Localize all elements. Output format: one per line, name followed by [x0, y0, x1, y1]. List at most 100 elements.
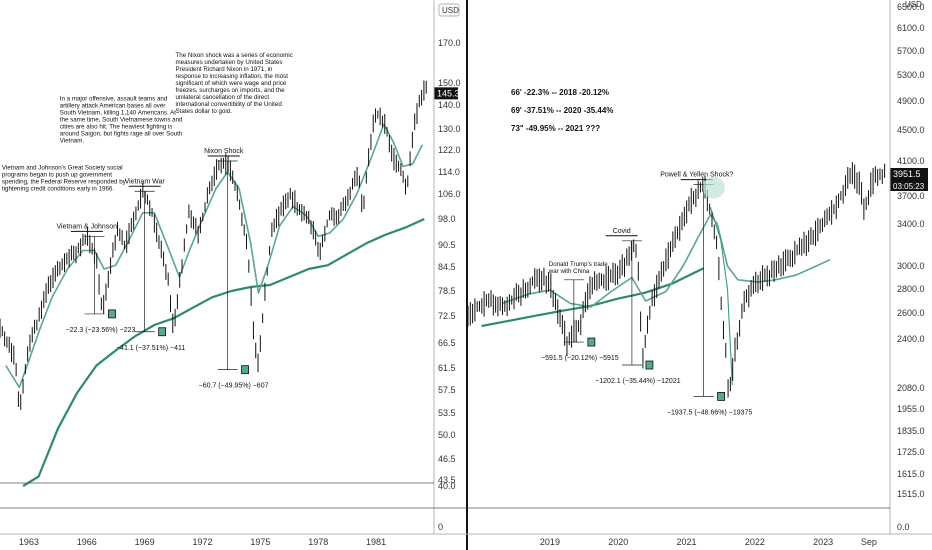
right-y-tick-label: 1615.0: [897, 469, 925, 479]
left-y-tick-label: 106.0: [438, 189, 461, 199]
right-countdown-tag: [890, 179, 928, 191]
right-drop-end-marker: [587, 337, 596, 347]
right-last-price-value: 3951.5: [893, 169, 921, 179]
right-y-tick-label: 1835.0: [897, 426, 925, 436]
right-y-tick-label: 2080.0: [897, 383, 925, 393]
right-y-tick-label: 4100.0: [897, 156, 925, 166]
left-annotation-text: measures undertaken by United States: [176, 59, 283, 66]
left-y-tick-label: 0: [438, 522, 443, 532]
left-annotation-text: The Nixon shock was a series of economic: [176, 52, 293, 59]
left-x-tick-label: 1969: [135, 537, 155, 547]
right-y-tick-label: 6100.0: [897, 23, 925, 33]
right-y-tick-label: 5300.0: [897, 70, 925, 80]
right-x-tick-label: 2021: [677, 537, 697, 547]
right-chart-panel[interactable]: 6500.0 6100.0 5700.0 5300.0 4900.0 4500.0 4100…: [468, 0, 928, 547]
left-event-label: Vietnam & Johnson: [56, 223, 117, 230]
left-y-tick-label: 84.5: [438, 262, 456, 272]
left-annotation-text: President Richard Nixon in 1971, in: [176, 66, 274, 73]
right-y-tick-label: 3000.0: [897, 261, 925, 271]
left-drop-label: −41.1 (−37.51%) −411: [116, 345, 185, 352]
left-y-tick-label: 140.0: [438, 100, 461, 110]
left-currency-badge: [438, 3, 460, 17]
left-annotation-text: cities are also hit. The heaviest fighti…: [60, 124, 173, 131]
right-y-tick-label: 4500.0: [897, 125, 925, 135]
left-annotation-text: programs began to push up government: [2, 171, 112, 178]
left-y-tick-label: 43.5: [438, 475, 456, 485]
right-drop-end-marker: [645, 360, 654, 370]
left-y-tick-label: 50.0: [438, 430, 456, 440]
left-y-tick-label: 66.5: [438, 338, 456, 348]
left-y-tick-label: 72.5: [438, 311, 456, 321]
left-y-tick-label: 61.5: [438, 363, 456, 373]
right-x-tick-label: 2020: [608, 537, 628, 547]
left-annotation-text: response to increasing inflation, the mo…: [176, 73, 289, 80]
left-drop-end-marker: [158, 327, 167, 337]
right-last-price-tag: [890, 167, 928, 180]
left-annotation-text: freezes, surcharges on imports, and the: [176, 87, 286, 94]
left-drop-end-marker: [108, 309, 116, 319]
left-annotation-text: significant of which were wage and price: [176, 80, 287, 87]
left-annotation-text: In a major offensive, assault teams and: [60, 96, 168, 103]
drawdown-stats-panel: 66' -22.3% -- 2018 -20.12% 69' -37.51% --…: [511, 88, 613, 133]
right-y-tick-label: 0.0: [897, 522, 910, 532]
left-annotation-text: spending, the Federal Reserve responded …: [2, 178, 127, 185]
right-y-tick-label: 5700.0: [897, 46, 925, 56]
right-event-label: Powell & Yellen Shock?: [660, 172, 733, 179]
left-y-tick-label: 150.0: [438, 78, 461, 88]
right-currency-label: USD: [905, 0, 922, 9]
left-y-tick-label: 46.5: [438, 454, 456, 464]
left-y-tick-label: 57.5: [438, 385, 456, 395]
left-annotation-text: States dollar to gold.: [176, 108, 233, 115]
drawdown-stat-line: 73" -49.95% -- 2021 ???: [511, 124, 600, 133]
left-event-label: Vietnam War: [125, 178, 166, 185]
right-y-tick-label: 3400.0: [897, 219, 925, 229]
left-y-tick-label: 130.0: [438, 124, 461, 134]
right-y-tick-label: 1725.0: [897, 447, 925, 457]
left-chart-panel[interactable]: 170.0 150.0 140.0 130.0 122.0 114.0 106.0 98.0 9…: [0, 3, 461, 547]
left-last-price-tag: [434, 87, 458, 100]
left-drop-label: −22.3 (−23.56%) −223: [66, 327, 136, 334]
right-y-tick-label: 1515.0: [897, 489, 925, 499]
left-y-tick-label: 114.0: [438, 167, 460, 177]
right-event-label: war with China: [548, 268, 590, 275]
left-y-tick-label: 170.0: [438, 38, 461, 48]
left-x-tick-label: 1966: [77, 537, 97, 547]
left-y-tick-label: 40.0: [438, 481, 456, 491]
powell-yellen-highlight: [702, 176, 725, 199]
right-drop-label: −591.5 (−20.12%) −5915: [541, 355, 619, 362]
left-event-label: Nixon Shock: [204, 148, 244, 155]
left-x-tick-label: 1981: [366, 537, 386, 547]
left-y-tick-label: 90.5: [438, 240, 456, 250]
right-drop-label: −1937.5 (−48.66%) −19375: [667, 409, 753, 416]
left-currency-label: USD: [442, 6, 459, 15]
left-annotation-text: Vietnam and Johnson's Great Society soci…: [2, 164, 123, 171]
drawdown-stat-line: 66' -22.3% -- 2018 -20.12%: [511, 88, 609, 97]
right-countdown-value: 03:05:23: [893, 182, 925, 191]
left-annotation-text: South Vietnam, killing 1,140 Americans. …: [60, 110, 176, 117]
right-x-tick-label: 2019: [540, 537, 560, 547]
right-y-tick-label: 2800.0: [897, 284, 925, 294]
left-annotation-text: the same time, South Vietnamese towns an…: [60, 117, 183, 124]
left-drop-end-marker: [241, 365, 249, 375]
left-annotation-text: international convertibility of the Unit…: [176, 101, 283, 108]
right-plot-area: [468, 162, 886, 398]
right-event-label: Donald Trump's trade: [549, 261, 609, 268]
left-y-tick-label: 53.5: [438, 408, 456, 418]
left-annotation-text: tightening credit conditions early in 19…: [2, 185, 114, 192]
left-long-moving-average: [22, 217, 425, 487]
right-projection-curve: [709, 207, 733, 385]
left-y-tick-label: 78.5: [438, 286, 456, 296]
right-drop-label: −1202.1 (−35.44%) −12021: [595, 378, 681, 385]
left-plot-area: [0, 80, 427, 487]
left-annotation-text: artillery attack American bases all over: [60, 103, 166, 110]
right-x-tick-label: 2022: [745, 537, 765, 547]
left-drop-label: −60.7 (−49.95%) −607: [199, 383, 269, 390]
right-y-tick-label: 6500.0: [897, 2, 925, 12]
right-y-tick-label: 3700.0: [897, 191, 925, 201]
right-drop-end-marker: [717, 391, 726, 401]
left-last-price-value: 145.3: [437, 88, 460, 98]
left-x-tick-label: 1963: [19, 537, 39, 547]
right-x-tick-label: Sep: [861, 537, 877, 547]
